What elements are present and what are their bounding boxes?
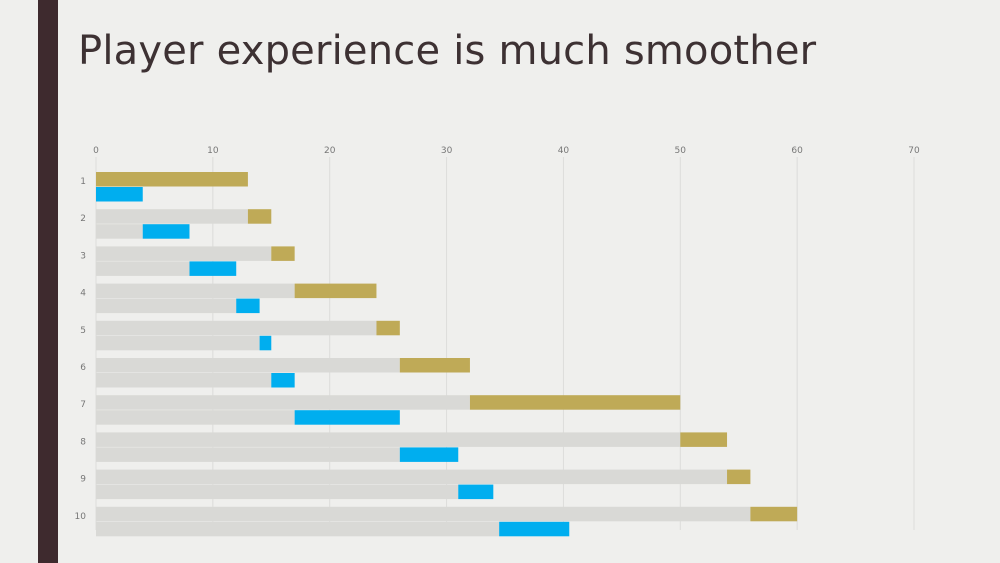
waiting-bar-experience-6 (96, 373, 272, 388)
x-tick-label: 30 (441, 146, 453, 156)
row-label-3: 3 (80, 251, 86, 261)
row-label-8: 8 (80, 437, 86, 447)
game-session-bar-7 (469, 395, 681, 410)
waiting-bar-session-8 (96, 432, 681, 447)
player-experience-bar-3 (189, 261, 237, 276)
player-experience-bar-10 (499, 521, 570, 537)
x-tick-label: 40 (558, 146, 570, 156)
waiting-bar-experience-8 (96, 447, 400, 462)
row-labels: 1 2 3 4 5 6 7 8 9 10 (75, 177, 87, 522)
waiting-bar-experience-3 (96, 261, 190, 276)
player-experience-bar-9 (458, 484, 494, 500)
row-label-6: 6 (80, 363, 86, 373)
player-experience-bars (96, 187, 570, 537)
waiting-bars (96, 209, 751, 537)
waiting-bar-session-5 (96, 320, 377, 336)
game-session-bar-3 (271, 246, 295, 261)
game-session-bar-1 (96, 172, 248, 187)
waiting-bar-session-7 (96, 395, 470, 410)
game-session-bar-8 (680, 432, 728, 447)
player-experience-bar-4 (236, 298, 260, 314)
x-axis-ticks: 0 10 20 30 40 50 60 70 (93, 146, 920, 156)
game-session-bar-6 (399, 358, 470, 373)
row-label-4: 4 (80, 289, 86, 299)
player-experience-bar-1 (96, 187, 143, 202)
waiting-bar-experience-5 (96, 335, 260, 351)
waiting-bar-experience-4 (96, 298, 237, 314)
game-session-bar-10 (750, 506, 798, 522)
row-label-1: 1 (80, 177, 86, 187)
waiting-bar-session-6 (96, 358, 400, 373)
row-label-2: 2 (80, 214, 86, 224)
x-tick-label: 20 (324, 146, 336, 156)
waiting-bar-experience-2 (96, 224, 143, 239)
waiting-bar-experience-10 (96, 521, 500, 537)
game-session-bar-9 (727, 469, 751, 485)
row-label-9: 9 (80, 475, 86, 485)
game-session-bar-5 (376, 320, 400, 336)
row-label-5: 5 (80, 326, 86, 336)
row-label-7: 7 (80, 400, 86, 410)
x-tick-label: 0 (93, 146, 99, 156)
player-experience-bar-7 (294, 410, 400, 425)
waiting-bar-session-9 (96, 469, 728, 485)
waiting-bar-experience-9 (96, 484, 459, 500)
waiting-bar-session-2 (96, 209, 248, 224)
x-tick-label: 60 (791, 146, 803, 156)
waiting-bar-session-10 (96, 506, 751, 522)
game-session-bar-4 (294, 283, 377, 299)
player-experience-bar-8 (399, 447, 459, 462)
x-tick-label: 50 (675, 146, 687, 156)
player-experience-bar-5 (259, 335, 272, 351)
player-experience-bar-6 (271, 373, 295, 388)
waiting-bar-experience-7 (96, 410, 295, 425)
player-experience-bar-2 (142, 224, 190, 239)
waiting-bar-session-4 (96, 283, 295, 299)
row-label-10: 10 (75, 512, 87, 522)
x-tick-label: 10 (207, 146, 219, 156)
accent-bar (38, 0, 58, 563)
game-session-bar-2 (247, 209, 272, 224)
slide-title: Player experience is much smoother (78, 28, 817, 74)
x-tick-label: 70 (908, 146, 920, 156)
game-session-bars (96, 172, 798, 522)
waiting-bar-session-3 (96, 246, 272, 261)
